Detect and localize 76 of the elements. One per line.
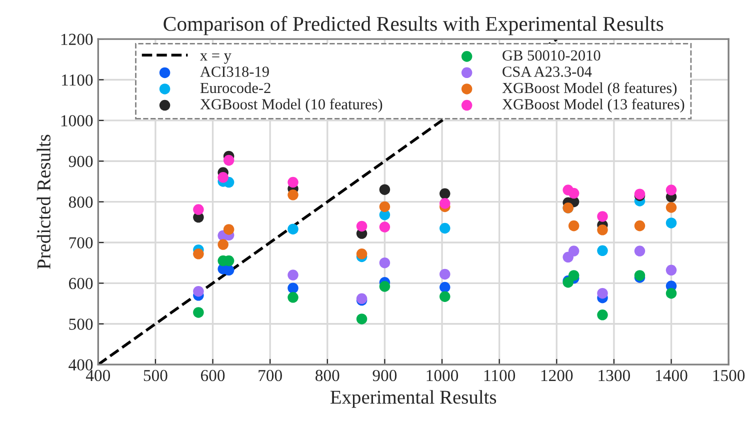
- y-tick-label: 500: [69, 318, 93, 330]
- x-tick-label: 400: [86, 370, 110, 382]
- point: [379, 201, 390, 212]
- point: [440, 222, 450, 234]
- x-tick-label: 800: [316, 370, 340, 382]
- point: [356, 248, 368, 260]
- point: [568, 246, 580, 256]
- point: [288, 282, 298, 294]
- point: [634, 220, 646, 232]
- chart-title: Comparison of Predicted Results with Experimental Results: [164, 16, 664, 36]
- point: [218, 239, 228, 250]
- point: [288, 224, 298, 234]
- point: [223, 224, 234, 235]
- legend-label: Eurocode-2: [200, 82, 270, 94]
- point: [193, 204, 204, 215]
- y-tick-label: 400: [68, 359, 93, 371]
- y-axis-title: Predicted Results: [36, 134, 50, 270]
- point: [634, 246, 646, 256]
- point: [666, 264, 677, 276]
- point: [440, 291, 450, 302]
- point: [666, 184, 677, 196]
- point: [597, 245, 608, 256]
- x-tick-label: 1400: [656, 370, 688, 382]
- y-tick-label: 1200: [61, 34, 93, 46]
- point: [379, 184, 390, 195]
- legend-label: CSA A23.3-04: [502, 66, 592, 77]
- legend-label: XGBoost Model (8 features): [502, 82, 677, 96]
- point: [193, 307, 204, 318]
- point: [288, 270, 298, 280]
- legend-label: x = y: [200, 53, 232, 64]
- x-tick-label: 900: [372, 370, 397, 382]
- y-tick-label: 700: [69, 237, 93, 248]
- y-tick-label: 900: [68, 156, 93, 168]
- y-tick-label: 800: [68, 196, 93, 208]
- legend-label: GB 50010-2010: [502, 50, 600, 61]
- point: [218, 172, 228, 183]
- legend-label: XGBoost Model (10 features): [200, 98, 382, 113]
- y-tick-label: 1100: [62, 74, 93, 86]
- point: [379, 281, 390, 292]
- point: [666, 218, 677, 228]
- point: [666, 202, 677, 213]
- point: [288, 176, 298, 188]
- point: [597, 310, 608, 320]
- point: [356, 220, 368, 232]
- point: [597, 211, 608, 222]
- point: [379, 257, 390, 268]
- point: [440, 282, 450, 293]
- x-tick-label: 1200: [541, 370, 573, 382]
- point: [568, 270, 580, 281]
- point: [568, 188, 580, 199]
- point: [223, 154, 234, 166]
- point: [288, 292, 298, 303]
- x-tick-label: 700: [258, 370, 282, 382]
- point: [379, 222, 390, 232]
- x-tick-label: 1300: [598, 370, 630, 382]
- point: [193, 248, 204, 260]
- point: [193, 286, 204, 297]
- point: [440, 188, 450, 200]
- point: [597, 224, 608, 236]
- x-tick-label: 600: [200, 370, 225, 382]
- x-axis-title: Experimental Results: [330, 390, 496, 408]
- y-tick-label: 600: [69, 278, 93, 290]
- point: [597, 288, 608, 299]
- legend-label: XGBoost Model (13 features): [502, 98, 684, 113]
- point: [666, 288, 677, 299]
- x-tick-label: 1000: [426, 370, 458, 382]
- x-tick-label: 500: [144, 370, 168, 382]
- y-tick-label: 1000: [61, 115, 93, 126]
- point: [440, 268, 450, 280]
- point: [568, 220, 580, 232]
- legend-label: ACI318-19: [200, 66, 269, 77]
- x-tick-label: 1100: [484, 370, 516, 382]
- point: [288, 190, 298, 200]
- point: [356, 314, 368, 324]
- x-tick-label: 1500: [713, 370, 745, 382]
- point: [440, 198, 450, 209]
